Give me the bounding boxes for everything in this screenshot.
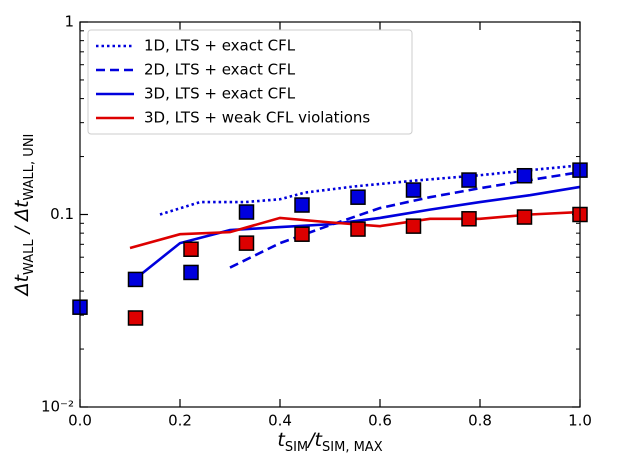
square-marker <box>405 218 422 234</box>
plot <box>72 162 588 326</box>
xlabel-part: /t <box>306 429 323 451</box>
square-marker <box>127 271 144 288</box>
xlabel-part: t <box>277 429 286 451</box>
xlabel-part: SIM, MAX <box>322 440 383 455</box>
square-marker <box>294 226 310 242</box>
legend-label: 3D, LTS + exact CFL <box>144 85 296 103</box>
legend-label: 2D, LTS + exact CFL <box>144 61 296 79</box>
square-marker <box>405 182 422 198</box>
square-marker <box>461 172 477 188</box>
line <box>229 170 581 269</box>
x-tick-label: 0.0 <box>68 412 92 430</box>
square-marker <box>127 310 144 326</box>
y-tick-label: 0.1 <box>50 205 74 223</box>
ylabel: ΔtWALL / ΔtWALL, UNI <box>11 134 38 298</box>
line <box>159 164 581 216</box>
xlabel-part: SIM <box>285 440 308 455</box>
ylabel-part: / Δt <box>11 199 33 239</box>
line <box>129 185 581 285</box>
x-tick-label: 0.4 <box>268 412 292 430</box>
square-marker <box>238 204 255 220</box>
legend-box <box>87 29 413 135</box>
square-marker <box>516 209 533 225</box>
y-tick-label: 10⁻² <box>41 398 74 416</box>
ylabel-part: WALL <box>22 239 37 275</box>
square-marker <box>461 211 477 227</box>
legend-label: 1D, LTS + exact CFL <box>144 37 296 55</box>
legend-label: 3D, LTS + weak CFL violations <box>144 109 370 127</box>
x-tick-label: 1.0 <box>568 412 592 430</box>
ylabel-part: WALL, UNI <box>22 134 37 201</box>
x-tick-label: 0.2 <box>168 412 192 430</box>
y-tick-label: 1 <box>64 13 74 31</box>
ylabel-part: Δt <box>11 273 33 297</box>
xlabel: tSIM/tSIM, MAX <box>277 429 382 456</box>
square-marker <box>350 189 366 205</box>
square-marker <box>183 264 199 281</box>
square-marker <box>238 235 255 251</box>
square-marker <box>516 167 533 184</box>
square-marker <box>183 241 199 257</box>
square-marker <box>350 221 366 237</box>
x-tick-label: 0.6 <box>368 412 392 430</box>
plot-frame <box>79 21 581 408</box>
square-marker <box>294 197 310 213</box>
x-tick-label: 0.8 <box>468 412 492 430</box>
